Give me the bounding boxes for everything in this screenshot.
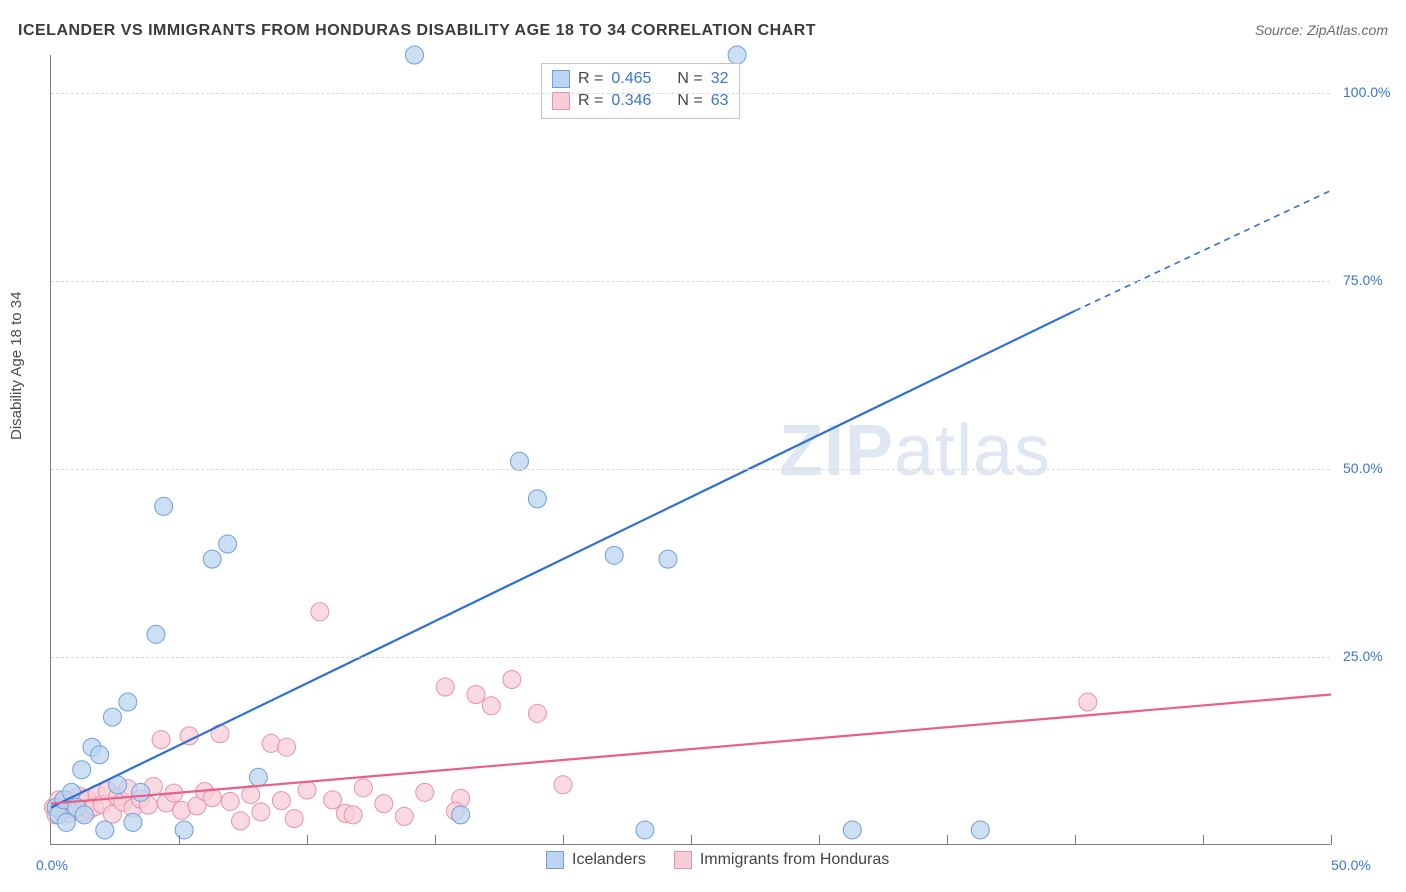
gridline: [51, 469, 1330, 470]
scatter-point: [147, 625, 165, 643]
x-tick-mark: [563, 835, 564, 845]
scatter-point: [155, 497, 173, 515]
x-tick-mark: [1331, 835, 1332, 845]
scatter-point: [467, 686, 485, 704]
chart-header: ICELANDER VS IMMIGRANTS FROM HONDURAS DI…: [18, 22, 1388, 40]
scatter-point: [528, 704, 546, 722]
scatter-point: [298, 781, 316, 799]
scatter-point: [659, 550, 677, 568]
scatter-point: [324, 791, 342, 809]
scatter-point: [416, 783, 434, 801]
y-tick-label: 75.0%: [1343, 272, 1403, 288]
legend-item-icelanders: Icelanders: [546, 851, 646, 869]
scatter-point: [354, 779, 372, 797]
r-label: R =: [578, 68, 603, 90]
scatter-point: [843, 821, 861, 839]
scatter-point: [452, 806, 470, 824]
plot-container: ZIPatlas R = 0.465 N = 32 R = 0.346 N = …: [50, 55, 1330, 845]
x-start-label: 0.0%: [36, 857, 96, 873]
chart-svg: [51, 55, 1331, 845]
x-tick-mark: [179, 835, 180, 845]
scatter-point: [242, 786, 260, 804]
scatter-point: [124, 813, 142, 831]
stats-legend: R = 0.465 N = 32 R = 0.346 N = 63: [541, 63, 740, 119]
scatter-point: [436, 678, 454, 696]
y-axis-title: Disability Age 18 to 34: [8, 292, 25, 440]
x-tick-mark: [947, 835, 948, 845]
source-label: Source: ZipAtlas.com: [1255, 22, 1388, 38]
y-tick-label: 25.0%: [1343, 648, 1403, 664]
scatter-point: [728, 46, 746, 64]
gridline: [51, 657, 1330, 658]
y-tick-label: 100.0%: [1343, 84, 1403, 100]
scatter-point: [249, 768, 267, 786]
scatter-point: [73, 761, 91, 779]
scatter-point: [375, 795, 393, 813]
regression-line: [51, 695, 1331, 804]
scatter-point: [1079, 693, 1097, 711]
plot-area: ZIPatlas R = 0.465 N = 32 R = 0.346 N = …: [50, 55, 1330, 845]
scatter-point: [406, 46, 424, 64]
scatter-point: [278, 738, 296, 756]
scatter-point: [252, 803, 270, 821]
legend-item-honduras: Immigrants from Honduras: [674, 851, 889, 869]
scatter-point: [231, 812, 249, 830]
swatch-icelanders-2: [546, 851, 564, 869]
r-value-icelanders: 0.465: [611, 68, 651, 90]
scatter-point: [605, 546, 623, 564]
scatter-point: [221, 792, 239, 810]
scatter-point: [119, 693, 137, 711]
n-value-icelanders: 32: [711, 68, 729, 90]
scatter-point: [395, 807, 413, 825]
y-tick-label: 50.0%: [1343, 460, 1403, 476]
series-legend: Icelanders Immigrants from Honduras: [546, 851, 889, 869]
scatter-point: [636, 821, 654, 839]
scatter-point: [75, 806, 93, 824]
scatter-point: [311, 603, 329, 621]
swatch-honduras: [552, 92, 570, 110]
chart-title: ICELANDER VS IMMIGRANTS FROM HONDURAS DI…: [18, 22, 816, 40]
x-end-label: 50.0%: [1321, 857, 1381, 873]
scatter-point: [503, 670, 521, 688]
scatter-point: [219, 535, 237, 553]
scatter-point: [528, 490, 546, 508]
scatter-point: [203, 550, 221, 568]
scatter-point: [132, 783, 150, 801]
regression-line: [1075, 190, 1331, 310]
x-tick-mark: [1075, 835, 1076, 845]
x-tick-mark: [435, 835, 436, 845]
scatter-point: [272, 792, 290, 810]
legend-label-honduras: Immigrants from Honduras: [700, 851, 889, 869]
scatter-point: [971, 821, 989, 839]
scatter-point: [510, 452, 528, 470]
legend-label-icelanders: Icelanders: [572, 851, 646, 869]
x-tick-mark: [307, 835, 308, 845]
gridline: [51, 281, 1330, 282]
scatter-point: [344, 806, 362, 824]
x-tick-mark: [819, 835, 820, 845]
scatter-point: [57, 813, 75, 831]
scatter-point: [96, 821, 114, 839]
swatch-honduras-2: [674, 851, 692, 869]
gridline: [51, 93, 1330, 94]
stats-row-icelanders: R = 0.465 N = 32: [552, 68, 729, 90]
scatter-point: [175, 821, 193, 839]
scatter-point: [91, 746, 109, 764]
scatter-point: [103, 708, 121, 726]
swatch-icelanders: [552, 70, 570, 88]
scatter-point: [152, 731, 170, 749]
scatter-point: [285, 810, 303, 828]
n-label: N =: [677, 68, 702, 90]
x-tick-mark: [1203, 835, 1204, 845]
scatter-point: [482, 697, 500, 715]
scatter-point: [554, 776, 572, 794]
x-tick-mark: [691, 835, 692, 845]
